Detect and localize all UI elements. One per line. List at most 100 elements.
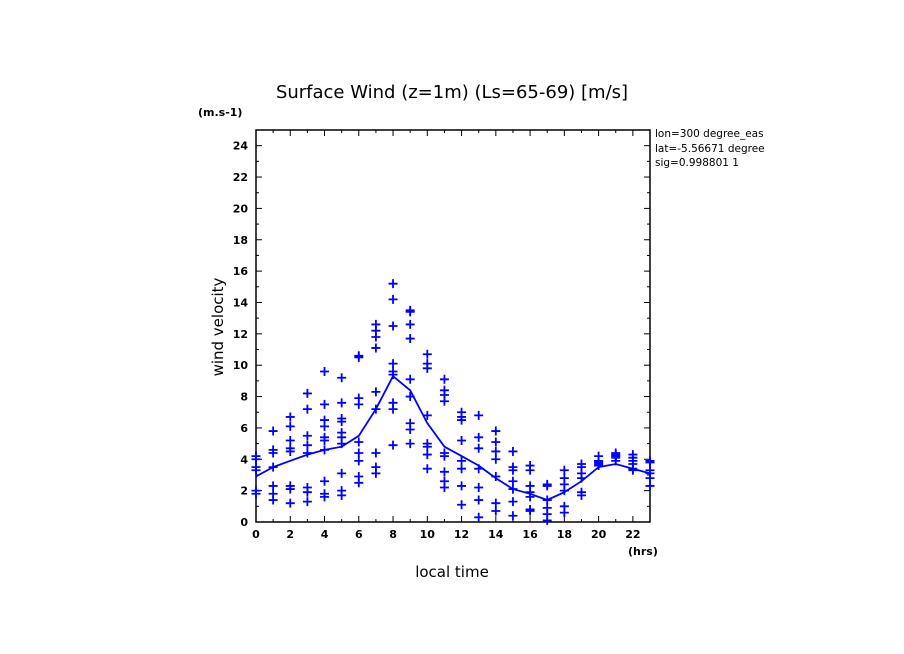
- data-point: [268, 426, 278, 436]
- x-tick-label: 0: [252, 528, 260, 541]
- data-point: [422, 359, 432, 369]
- data-point: [474, 443, 484, 453]
- data-point: [439, 374, 449, 384]
- data-point: [491, 446, 501, 456]
- data-point: [405, 305, 415, 315]
- data-point: [251, 462, 261, 472]
- y-tick-label: 2: [240, 485, 248, 498]
- data-point: [251, 451, 261, 461]
- data-point: [320, 445, 330, 455]
- data-point: [491, 498, 501, 508]
- data-point: [354, 448, 364, 458]
- data-point: [371, 462, 381, 472]
- data-point: [645, 481, 655, 491]
- data-point: [285, 498, 295, 508]
- y-axis-unit: (m.s-1): [198, 106, 242, 119]
- data-point: [405, 392, 415, 402]
- data-point: [457, 481, 467, 491]
- data-point: [628, 450, 638, 460]
- data-point: [320, 399, 330, 409]
- x-tick-label: 12: [454, 528, 469, 541]
- data-point: [508, 476, 518, 486]
- data-point: [354, 351, 364, 361]
- y-tick-label: 18: [233, 234, 248, 247]
- x-axis-label: local time: [415, 563, 489, 581]
- data-point: [422, 464, 432, 474]
- y-tick-label: 14: [233, 296, 249, 309]
- x-tick-label: 18: [557, 528, 572, 541]
- info-annotation: lon=300 degree_eas lat=-5.56671 degree s…: [655, 128, 765, 169]
- x-tick-label: 2: [286, 528, 294, 541]
- data-point: [645, 456, 655, 466]
- data-point: [474, 464, 484, 474]
- data-point: [337, 468, 347, 478]
- data-point: [268, 489, 278, 499]
- data-point: [354, 437, 364, 447]
- y-tick-label: 10: [233, 359, 249, 372]
- data-point: [457, 435, 467, 445]
- data-point: [388, 440, 398, 450]
- x-tick-label: 10: [420, 528, 436, 541]
- x-tick-label: 4: [321, 528, 329, 541]
- data-point: [405, 334, 415, 344]
- data-point: [422, 410, 432, 420]
- data-point: [439, 448, 449, 458]
- data-point: [371, 319, 381, 329]
- plot-frame: [255, 129, 651, 523]
- data-point: [594, 451, 604, 461]
- data-point: [491, 454, 501, 464]
- data-point: [542, 479, 552, 489]
- data-point: [320, 489, 330, 499]
- data-point: [474, 495, 484, 505]
- data-point: [474, 410, 484, 420]
- data-point: [388, 279, 398, 289]
- data-point: [508, 484, 518, 494]
- data-point: [354, 472, 364, 482]
- data-point: [491, 426, 501, 436]
- data-point: [559, 473, 569, 483]
- data-point: [439, 385, 449, 395]
- data-point: [371, 387, 381, 397]
- data-point: [559, 501, 569, 511]
- data-point: [388, 366, 398, 376]
- data-point: [302, 483, 312, 493]
- x-axis-unit: (hrs): [628, 545, 658, 558]
- data-point: [508, 462, 518, 472]
- data-point: [474, 512, 484, 522]
- y-tick-label: 16: [233, 265, 249, 278]
- data-point: [302, 448, 312, 458]
- y-tick-label: 0: [240, 516, 248, 529]
- data-point: [302, 388, 312, 398]
- info-line-sig: sig=0.998801 1: [655, 157, 739, 169]
- data-point: [645, 465, 655, 475]
- data-point: [508, 497, 518, 507]
- data-point: [474, 432, 484, 442]
- data-point: [457, 464, 467, 474]
- y-tick-label: 6: [240, 422, 248, 435]
- data-point: [371, 448, 381, 458]
- data-point: [354, 456, 364, 466]
- data-point: [422, 439, 432, 449]
- chart-title: Surface Wind (z=1m) (Ls=65-69) [m/s]: [276, 82, 628, 103]
- info-line-lon: lon=300 degree_eas: [655, 128, 764, 140]
- data-point: [337, 486, 347, 496]
- x-tick-label: 16: [522, 528, 538, 541]
- x-tick-label: 22: [625, 528, 640, 541]
- data-point: [285, 481, 295, 491]
- x-tick-label: 20: [591, 528, 607, 541]
- data-point: [320, 415, 330, 425]
- data-point: [388, 398, 398, 408]
- y-tick-label: 20: [233, 202, 249, 215]
- data-point: [405, 418, 415, 428]
- data-point: [388, 321, 398, 331]
- data-point: [371, 404, 381, 414]
- data-point: [337, 398, 347, 408]
- data-point: [302, 440, 312, 450]
- data-point: [439, 467, 449, 477]
- data-point: [525, 481, 535, 491]
- data-point: [337, 414, 347, 424]
- data-point: [268, 462, 278, 472]
- y-axis-label: wind velocity: [209, 277, 227, 376]
